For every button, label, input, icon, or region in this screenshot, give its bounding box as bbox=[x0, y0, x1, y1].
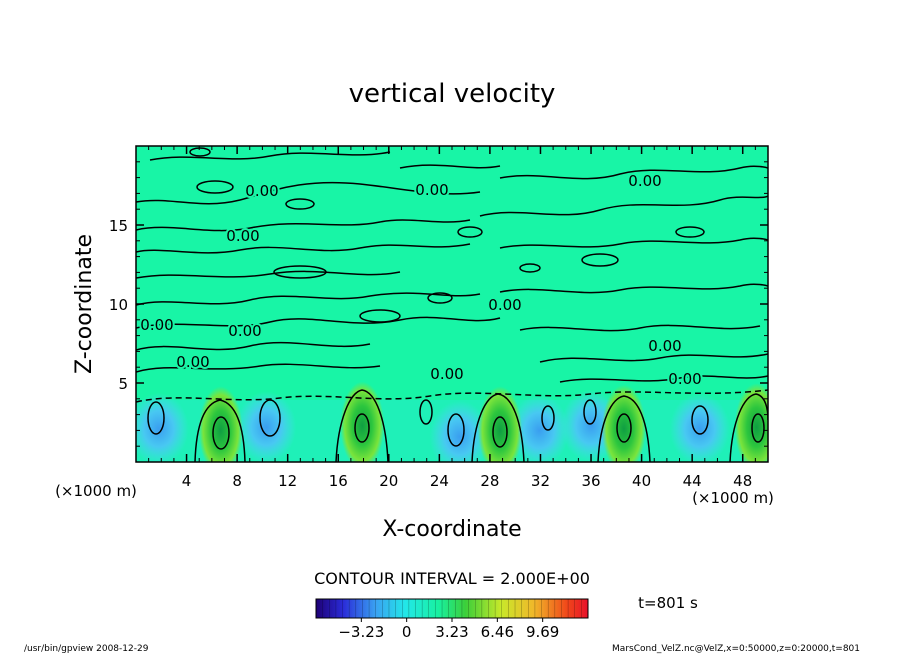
contour-label-8: 0.00 bbox=[648, 337, 681, 355]
contour-label-4: 0.00 bbox=[176, 353, 209, 371]
closed-contours bbox=[189, 147, 705, 323]
plot-area: 0.00 0.00 0.00 0.00 0.00 0.00 0.00 0.00 0.00 0.00… bbox=[136, 146, 768, 462]
y-axis-title: Z-coordinate bbox=[72, 234, 97, 374]
x-tick-label-4: 20 bbox=[379, 472, 398, 490]
y-tick-label-0: 5 bbox=[118, 375, 128, 393]
colorbar bbox=[315, 598, 589, 619]
contour-label-1: 0.00 bbox=[226, 227, 259, 245]
contour-label-5: 0.00 bbox=[415, 181, 448, 199]
x-tick-label-7: 32 bbox=[531, 472, 550, 490]
y-tick-label-1: 10 bbox=[109, 296, 128, 314]
x-axis-title: X-coordinate bbox=[382, 517, 521, 542]
colorbar-tick-label-0: −3.23 bbox=[338, 623, 384, 641]
downdraft-cell-5 bbox=[669, 392, 730, 462]
colorbar-tick-label-3: 6.46 bbox=[481, 623, 514, 641]
x-tick-label-9: 40 bbox=[632, 472, 651, 490]
x-tick-label-5: 24 bbox=[430, 472, 449, 490]
x-tick-label-3: 16 bbox=[329, 472, 348, 490]
chart-title: vertical velocity bbox=[349, 79, 556, 109]
contour-interval-label: CONTOUR INTERVAL = 2.000E+00 bbox=[314, 569, 590, 588]
footer-left: /usr/bin/gpview 2008-12-29 bbox=[24, 644, 149, 654]
contour-label-0: 0.00 bbox=[245, 182, 278, 200]
x-tick-label-2: 12 bbox=[278, 472, 297, 490]
x-tick-label-10: 44 bbox=[683, 472, 702, 490]
x-tick-label-1: 8 bbox=[232, 472, 242, 490]
colorbar-tick-label-1: 0 bbox=[402, 623, 412, 641]
updraft-cell-3 bbox=[601, 384, 646, 462]
updraft-cell-4 bbox=[734, 383, 768, 462]
contour-label-10: 0.00 bbox=[668, 370, 701, 388]
contour-label-6: 0.00 bbox=[628, 172, 661, 190]
x-axis-unit-right: (×1000 m) bbox=[692, 489, 774, 507]
colorbar-ticks: −3.23 0 3.23 6.46 9.69 bbox=[322, 599, 582, 641]
y-tick-label-2: 15 bbox=[109, 217, 128, 235]
x-tick-label-8: 36 bbox=[581, 472, 600, 490]
contour-label-layer: 0.00 0.00 0.00 0.00 0.00 0.00 0.00 0.00 0.00 0.00… bbox=[138, 170, 703, 390]
x-tick-label-11: 48 bbox=[733, 472, 752, 490]
cell-contours bbox=[136, 389, 768, 462]
time-label: t=801 s bbox=[638, 594, 698, 612]
contour-label-2: 0.00 bbox=[140, 316, 173, 334]
updraft-cell-1 bbox=[340, 381, 385, 462]
downdraft-cell-3 bbox=[509, 394, 570, 462]
x-tick-label-0: 4 bbox=[182, 472, 192, 490]
contour-label-7: 0.00 bbox=[488, 296, 521, 314]
x-tick-label-6: 28 bbox=[480, 472, 499, 490]
downdraft-cell-1 bbox=[236, 391, 297, 462]
contour-label-3: 0.00 bbox=[228, 322, 261, 340]
contour-label-9: 0.00 bbox=[430, 365, 463, 383]
contour-lines bbox=[136, 151, 768, 383]
colorbar-tick-label-4: 9.69 bbox=[526, 623, 559, 641]
colorbar-tick-label-2: 3.23 bbox=[435, 623, 468, 641]
downdraft-cell-2 bbox=[429, 400, 490, 462]
footer-right: MarsCond_VelZ.nc@VelZ,x=0:50000,z=0:2000… bbox=[612, 644, 860, 654]
x-axis-unit-left: (×1000 m) bbox=[55, 482, 137, 500]
